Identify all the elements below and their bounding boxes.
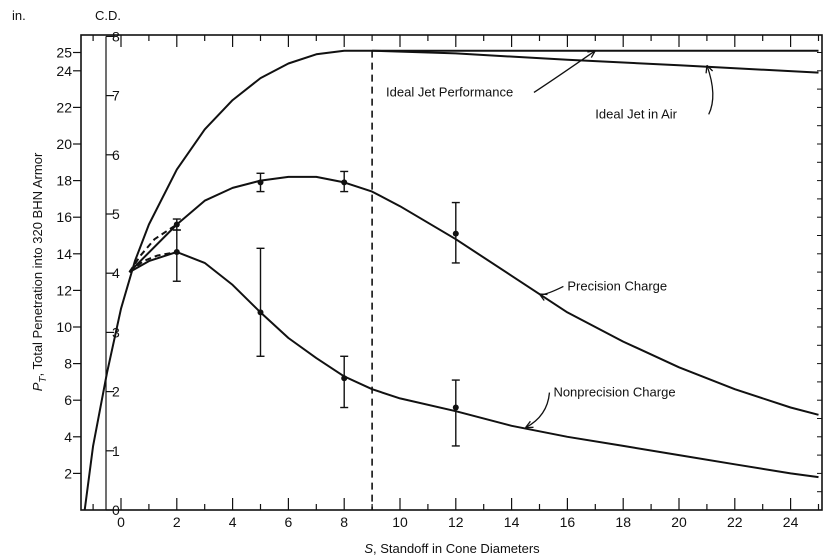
y-tick-label-cd: 4 [112,265,120,281]
series-line-1 [372,49,819,74]
annotation-arrowhead [525,420,534,429]
dashed-curve-1 [128,251,177,273]
plot-frame [80,34,823,511]
x-tick-label: 16 [560,514,576,530]
x-tick-label: 2 [173,514,181,530]
y-axis-title: PT, Total Penetration into 320 BHN Armor [30,152,49,391]
data-point [341,179,348,186]
y-tick-label-cd: 7 [112,88,120,104]
x-tick-label: 8 [340,514,348,530]
y-tick-label-inch: 14 [56,246,72,262]
series-line-0 [83,49,819,511]
annotation-label: Precision Charge [567,278,667,293]
data-point [173,221,180,228]
y-tick-label-inch: 12 [56,282,72,298]
y-tick-label-cd: 5 [112,206,120,222]
y-unit-label: in. [12,8,26,23]
annotation-arrowhead [705,64,714,74]
annotation-leader [706,65,714,115]
y-tick-label-inch: 25 [56,45,72,61]
y-tick-label-inch: 4 [64,429,72,445]
annotation-label: Ideal Jet Performance [386,84,513,99]
annotation-arrowhead [538,293,548,301]
y-tick-label-inch: 6 [64,392,72,408]
x-tick-label: 12 [448,514,464,530]
y2-unit-label: C.D. [95,8,121,23]
y-tick-label-cd: 0 [112,502,120,518]
y-tick-label-inch: 18 [56,173,72,189]
data-point [257,179,264,186]
x-tick-label: 6 [285,514,293,530]
annotation-label: Nonprecision Charge [553,385,675,400]
x-tick-label: 22 [727,514,743,530]
y-tick-label-inch: 22 [56,99,72,115]
data-point [452,404,459,411]
series-line-2 [128,175,819,416]
annotation-label: Ideal Jet in Air [595,106,677,121]
y-axis-title-subscript: T [38,376,49,383]
x-tick-label: 14 [504,514,520,530]
axes [73,34,823,511]
data-point [452,230,459,237]
y-tick-label-cd: 8 [112,28,120,44]
y-tick-label-cd: 6 [112,147,120,163]
y-tick-label-inch: 24 [56,63,72,79]
y-tick-label-inch: 20 [56,136,72,152]
x-tick-label: 20 [671,514,687,530]
y-axis-title-symbol: P [30,382,45,391]
annotation-leader [539,285,564,296]
y-tick-label-cd: 1 [112,443,120,459]
annotation-arrowhead [587,50,596,58]
x-tick-label: 24 [783,514,799,530]
y-tick-label-inch: 10 [56,319,72,335]
x-tick-label: 10 [392,514,408,530]
y-tick-label-inch: 8 [64,356,72,372]
y-tick-label-cd: 3 [112,324,120,340]
x-tick-label: 0 [117,514,125,530]
x-tick-label: 4 [229,514,237,530]
series-line-3 [128,251,819,479]
y-tick-label-inch: 2 [64,465,72,481]
data-point [257,309,264,316]
x-axis-title: S, Standoff in Cone Diameters [364,541,540,556]
data-point [341,375,348,382]
annotation-leader [525,392,551,429]
annotation-leader [533,50,596,93]
data-points [172,170,460,447]
y-tick-label-cd: 2 [112,384,120,400]
chart-labels: 0 2 4 6 8 10 12 14 16 18 20 22 242468101214161820222… [12,8,799,556]
curves [83,49,819,511]
data-point [173,248,180,255]
y-axis-title-rest: , Total Penetration into 320 BHN Armor [30,152,45,376]
x-tick-label: 18 [615,514,631,530]
x-axis-title-symbol: S [364,541,373,556]
y-tick-label-inch: 16 [56,209,72,225]
dashed-curve-0 [128,223,178,273]
x-axis-title-rest: , Standoff in Cone Diameters [373,541,540,556]
